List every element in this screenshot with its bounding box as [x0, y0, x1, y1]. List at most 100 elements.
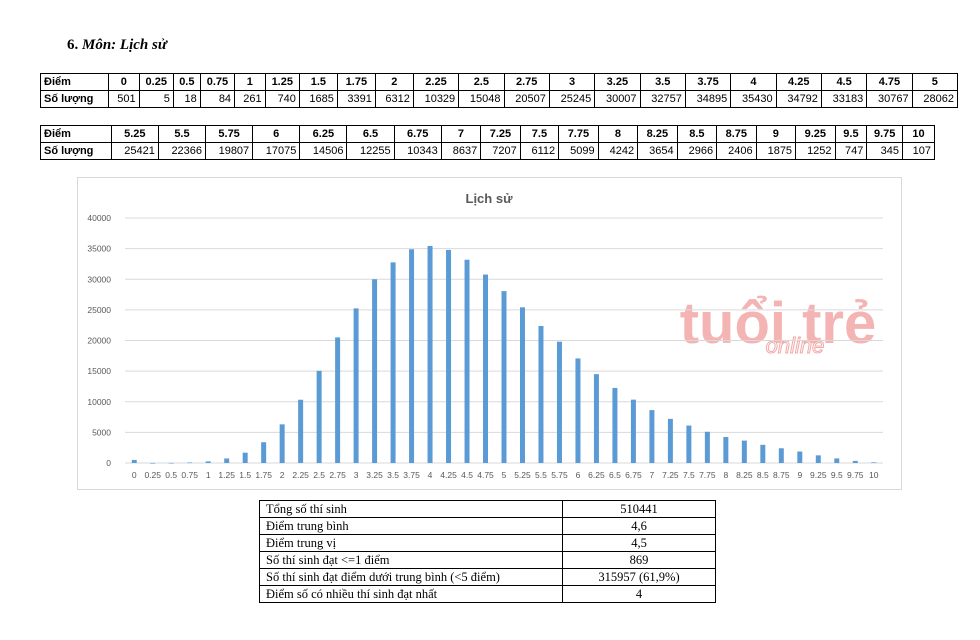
x-tick-label: 8.5: [757, 470, 769, 480]
score-cell: 9.5: [834, 125, 868, 143]
count-cell: 18: [172, 90, 201, 108]
x-tick-label: 0: [132, 470, 137, 480]
score-cell: 5.5: [157, 125, 207, 143]
y-tick-label: 30000: [87, 274, 111, 284]
count-cell: 34895: [684, 90, 732, 108]
chart-canvas: tuổi trẻ online 050001000015000200002500…: [87, 191, 883, 480]
bar: [409, 249, 415, 463]
score-cell: 7.5: [519, 125, 560, 143]
count-cell: 747: [834, 142, 868, 160]
bar: [261, 442, 267, 463]
x-tick-label: 4: [428, 470, 433, 480]
score-cell: 2.5: [458, 73, 505, 91]
summary-label: Số thí sinh đạt điểm dưới trung bình (<5…: [259, 568, 563, 586]
x-tick-label: 8.75: [773, 470, 790, 480]
bar: [667, 418, 673, 463]
bar: [483, 274, 489, 463]
x-tick-label: 4.75: [477, 470, 494, 480]
score-cell: 4.25: [775, 73, 822, 91]
score-cell: 3: [548, 73, 596, 91]
score-cell: 4.5: [820, 73, 868, 91]
score-cell: 9.25: [795, 125, 836, 143]
bar: [797, 451, 803, 463]
count-cell: 2966: [676, 142, 718, 160]
count-cell: 15048: [458, 90, 505, 108]
bar: [427, 245, 433, 463]
summary-label: Số thí sinh đạt <=1 điểm: [259, 551, 563, 569]
summary-row: Điểm trung bình 4,6: [259, 517, 716, 535]
count-cell: 25421: [110, 142, 159, 160]
count-cell: 501: [108, 90, 140, 108]
bar: [593, 374, 599, 463]
summary-label: Điểm số có nhiều thí sinh đạt nhất: [259, 585, 563, 603]
bar: [298, 399, 304, 463]
count-cell: 20507: [503, 90, 550, 108]
count-cell: 32757: [639, 90, 686, 108]
score-cell: 0.5: [172, 73, 201, 91]
score-cell: 2.25: [412, 73, 460, 91]
count-cell: 1252: [795, 142, 836, 160]
score-cell: 0.75: [199, 73, 236, 91]
summary-value: 315957 (61,9%): [562, 568, 716, 586]
score-cell: 1.25: [264, 73, 300, 91]
bar: [630, 399, 636, 463]
count-cell: 33183: [820, 90, 868, 108]
x-tick-label: 9.5: [831, 470, 843, 480]
bar: [131, 459, 137, 463]
chart-title: Lịch sử: [466, 191, 514, 206]
count-cell: 7207: [480, 142, 521, 160]
bar: [704, 431, 710, 463]
count-cell: 345: [866, 142, 903, 160]
x-tick-label: 0.5: [165, 470, 177, 480]
summary-row: Điểm trung vị 4,5: [259, 534, 716, 552]
count-cell: 1685: [298, 90, 338, 108]
count-cell: 3654: [637, 142, 678, 160]
x-tick-label: 2.75: [329, 470, 346, 480]
count-cell: 22366: [157, 142, 207, 160]
watermark-main-text: tuổi trẻ: [680, 291, 877, 356]
bar: [852, 460, 858, 463]
bar: [778, 448, 784, 463]
bar: [538, 326, 544, 463]
count-cell: 84: [199, 90, 236, 108]
bar: [556, 341, 562, 463]
score-cell: 3.25: [594, 73, 641, 91]
count-cell: 8637: [440, 142, 482, 160]
count-cell: 1875: [755, 142, 797, 160]
score-header-row: Điểm 0 0.25 0.5 0.75 1 1.25 1.5 1.75 2 2.25 2.5 2.7…: [39, 73, 959, 91]
x-tick-label: 1.75: [255, 470, 272, 480]
y-tick-label: 25000: [87, 305, 111, 315]
score-cell: 6.25: [299, 125, 348, 143]
summary-label: Điểm trung bình: [259, 517, 563, 535]
y-tick-label: 35000: [87, 244, 111, 254]
score-cell: 2: [374, 73, 414, 91]
summary-value: 4,6: [562, 517, 716, 535]
x-tick-label: 9.25: [810, 470, 827, 480]
x-tick-label: 6.25: [588, 470, 605, 480]
bar: [316, 370, 322, 463]
x-tick-label: 3.75: [403, 470, 420, 480]
y-tick-label: 40000: [87, 213, 111, 223]
count-cell: 14506: [299, 142, 348, 160]
score-cell: 3.75: [684, 73, 732, 91]
x-tick-label: 5: [502, 470, 507, 480]
score-cell: 2.75: [503, 73, 550, 91]
score-cell: 1.75: [336, 73, 376, 91]
x-tick-label: 5.75: [551, 470, 568, 480]
score-cell: 6.5: [346, 125, 395, 143]
bars: [131, 245, 877, 464]
bar: [741, 440, 747, 463]
count-cell: 3391: [336, 90, 376, 108]
y-tick-label: 20000: [87, 336, 111, 346]
score-row-label: Điểm: [40, 125, 112, 143]
bar: [871, 462, 877, 463]
x-tick-label: 7: [650, 470, 655, 480]
score-cell: 5: [911, 73, 959, 91]
count-cell: 19807: [205, 142, 254, 160]
bar: [686, 425, 692, 463]
score-cell: 8.75: [716, 125, 757, 143]
bar: [224, 458, 230, 463]
score-table-part1: Điểm 0 0.25 0.5 0.75 1 1.25 1.5 1.75 2 2.25 2.5 2.7…: [39, 73, 959, 108]
score-cell: 6: [252, 125, 301, 143]
score-cell: 1.5: [298, 73, 338, 91]
